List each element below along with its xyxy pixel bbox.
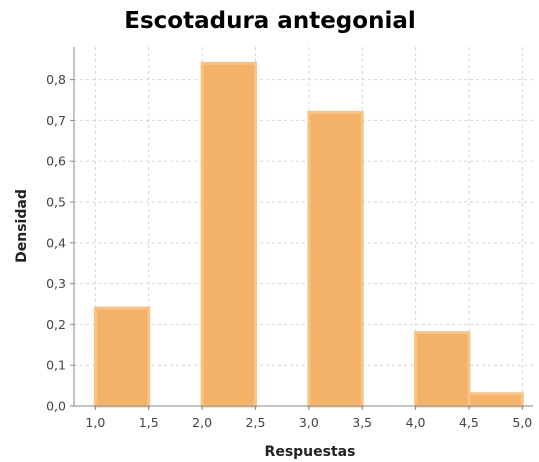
bar: [200, 61, 257, 408]
x-axis-label: Respuestas: [265, 444, 356, 460]
y-tick-label: 0,7: [46, 113, 66, 128]
bars: [93, 61, 524, 408]
y-axis-ticks: 0,0 0,1 0,2 0,3 0,4 0,5 0,6 0,7 0,8: [46, 72, 74, 414]
x-tick-label: 3,0: [299, 415, 319, 430]
bar: [414, 331, 471, 408]
x-tick-label: 3,5: [352, 415, 372, 430]
y-tick-label: 0,4: [46, 235, 66, 250]
x-axis-ticks: 1,0 1,5 2,0 2,5 3,0 3,5 4,0 4,5 5,0: [85, 406, 532, 430]
bar: [93, 306, 151, 408]
axes: [73, 47, 533, 407]
y-tick-label: 0,0: [46, 399, 66, 414]
x-tick-label: 1,5: [139, 415, 159, 430]
y-axis-label: Densidad: [14, 189, 30, 263]
y-tick-label: 0,1: [46, 358, 66, 373]
y-tick-label: 0,5: [46, 195, 66, 210]
x-tick-label: 2,5: [246, 415, 266, 430]
bar: [467, 392, 524, 408]
x-tick-label: 4,5: [459, 415, 479, 430]
x-tick-label: 2,0: [192, 415, 212, 430]
x-tick-label: 5,0: [512, 415, 532, 430]
grid-lines: [74, 47, 533, 407]
y-tick-label: 0,8: [46, 72, 66, 87]
y-tick-label: 0,2: [46, 317, 66, 332]
x-tick-label: 1,0: [85, 415, 105, 430]
x-tick-label: 4,0: [406, 415, 426, 430]
y-tick-label: 0,3: [46, 276, 66, 291]
bar: [307, 110, 364, 408]
chart-title: Escotadura antegonial: [124, 8, 415, 34]
y-tick-label: 0,6: [46, 154, 66, 169]
